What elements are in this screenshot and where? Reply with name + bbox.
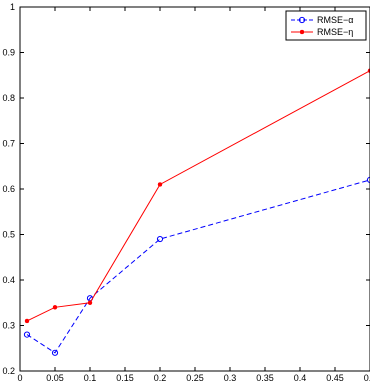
x-tick-label: 0.45 — [326, 373, 344, 383]
x-tick-label: 0.5 — [364, 373, 370, 383]
y-tick-label: 0.3 — [2, 321, 15, 331]
data-point — [23, 331, 31, 338]
legend-marker — [298, 16, 306, 24]
y-tick-label: 0.6 — [2, 184, 15, 194]
y-tick-label: 0.9 — [2, 48, 15, 58]
y-tick-label: 0.8 — [2, 93, 15, 103]
x-tick-label: 0.25 — [186, 373, 204, 383]
legend: RMSE−α RMSE−η — [285, 10, 367, 41]
x-axis-ticks: 0 0.05 0.1 0.15 0.2 0.25 0.3 0.35 0.4 0.45 0.5 — [17, 7, 370, 383]
data-point — [52, 305, 58, 310]
legend-label: RMSE−α — [317, 15, 353, 25]
y-axis-ticks: 0.2 0.3 0.4 0.5 0.6 0.7 0.8 0.9 1 — [2, 2, 370, 376]
data-point — [156, 235, 164, 243]
y-tick-label: 1 — [10, 2, 15, 12]
data-point — [24, 318, 30, 324]
series-2 — [24, 68, 370, 324]
x-tick-label: 0.15 — [116, 373, 134, 383]
series-1 — [23, 176, 370, 356]
data-point — [51, 349, 59, 356]
x-tick-label: 0.1 — [84, 373, 97, 383]
y-tick-label: 0.2 — [2, 366, 15, 376]
plot-background — [20, 7, 370, 371]
legend-label: RMSE−η — [317, 27, 353, 37]
x-tick-label: 0.35 — [256, 373, 274, 383]
x-tick-label: 0.2 — [154, 373, 167, 383]
x-tick-label: 0.3 — [224, 373, 237, 383]
data-point — [157, 182, 163, 187]
y-tick-label: 0.7 — [2, 139, 15, 149]
x-tick-label: 0.05 — [46, 373, 64, 383]
data-point — [87, 300, 93, 305]
legend-marker — [299, 29, 305, 35]
x-tick-label: 0 — [17, 373, 22, 383]
legend-box — [285, 10, 367, 41]
series-line — [26, 179, 370, 354]
plot-frame — [19, 6, 370, 372]
y-tick-label: 0.4 — [2, 275, 15, 285]
series-layer — [23, 68, 370, 356]
x-tick-label: 0.4 — [294, 373, 307, 383]
y-tick-label: 0.5 — [2, 230, 15, 240]
